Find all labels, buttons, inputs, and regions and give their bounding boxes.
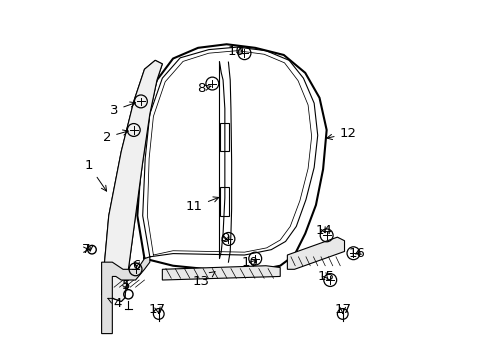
FancyBboxPatch shape — [220, 123, 229, 152]
Text: 15: 15 — [317, 270, 334, 283]
Text: 2: 2 — [102, 130, 128, 144]
Polygon shape — [162, 266, 280, 280]
Polygon shape — [102, 60, 162, 301]
Text: 3: 3 — [110, 102, 135, 117]
Text: 12: 12 — [326, 127, 356, 140]
Text: 10: 10 — [226, 45, 244, 58]
Text: 11: 11 — [185, 197, 218, 213]
Text: 17: 17 — [334, 303, 350, 316]
Text: 13: 13 — [192, 272, 215, 288]
Polygon shape — [287, 237, 344, 269]
Text: 14: 14 — [315, 224, 331, 237]
Text: 4: 4 — [107, 297, 122, 310]
Text: 6: 6 — [132, 258, 141, 271]
Text: 10: 10 — [241, 256, 258, 269]
Text: 16: 16 — [348, 247, 365, 260]
Text: 8: 8 — [196, 82, 210, 95]
FancyBboxPatch shape — [220, 187, 229, 216]
Text: 9: 9 — [220, 233, 228, 246]
Polygon shape — [102, 257, 149, 334]
Text: 17: 17 — [148, 303, 165, 316]
Text: 1: 1 — [85, 159, 106, 191]
Text: 5: 5 — [122, 279, 130, 292]
Text: 7: 7 — [82, 243, 91, 256]
